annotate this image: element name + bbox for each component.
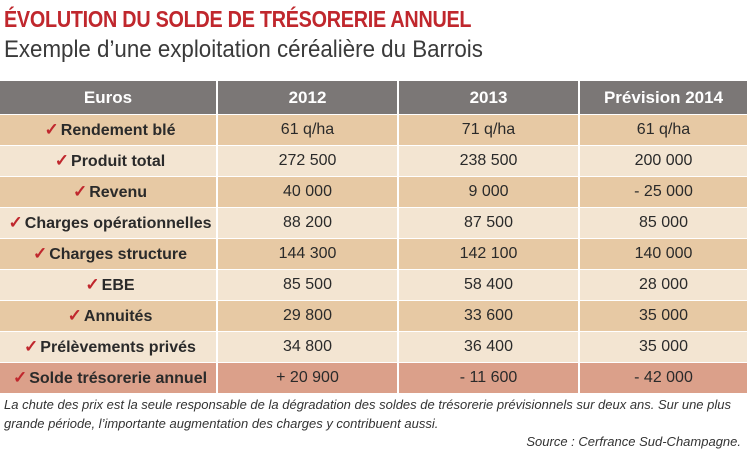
checkmark-icon: ✓ xyxy=(44,120,59,139)
table-row: ✓ Charges opérationnelles 88 200 87 500 85 0… xyxy=(0,207,747,239)
table-row: ✓ Annuités 29 800 33 600 35 000 xyxy=(0,300,747,332)
row-label: Charges opérationnelles xyxy=(24,215,212,232)
table-cell: 61 q/ha xyxy=(217,114,399,146)
table-cell: 144 300 xyxy=(217,238,399,270)
table-cell: 272 500 xyxy=(217,145,399,177)
source-credit: Source : Cerfrance Sud-Champagne. xyxy=(526,434,741,449)
checkmark-icon: ✓ xyxy=(67,306,82,325)
table-cell: 35 000 xyxy=(579,331,747,363)
table-cell: 61 q/ha xyxy=(579,114,747,146)
checkmark-icon: ✓ xyxy=(32,244,48,263)
checkmark-icon: ✓ xyxy=(85,275,100,294)
row-label: Rendement blé xyxy=(60,122,176,139)
table-cell: 71 q/ha xyxy=(398,114,580,146)
row-label: Charges structure xyxy=(49,246,188,263)
checkmark-icon: ✓ xyxy=(12,368,28,387)
table-cell: 9 000 xyxy=(398,176,580,208)
treasury-table: Euros 2012 2013 Prévision 2014 ✓ Rendemen… xyxy=(0,81,747,393)
row-label: Produit total xyxy=(71,153,166,170)
table-row: ✓ Rendement blé 61 q/ha 71 q/ha 61 q/ha xyxy=(0,114,747,146)
row-label-cell: ✓ Revenu xyxy=(0,176,218,208)
table-cell: - 25 000 xyxy=(579,176,747,208)
table-row: ✓ Solde trésorerie annuel + 20 900- 11 600… xyxy=(0,362,747,393)
column-header-2013: 2013 xyxy=(398,81,580,115)
table-cell: 58 400 xyxy=(398,269,580,301)
row-label: Annuités xyxy=(83,308,153,325)
page-title: ÉVOLUTION DU SOLDE DE TRÉSORERIE ANNUEL xyxy=(4,6,472,32)
table-cell: 33 600 xyxy=(398,300,580,332)
table-cell: 29 800 xyxy=(217,300,399,332)
table-cell: 28 000 xyxy=(579,269,747,301)
checkmark-icon: ✓ xyxy=(8,213,23,232)
table-row: ✓ Produit total 272 500 238 500 200 000 xyxy=(0,145,747,177)
row-label: Solde trésorerie annuel xyxy=(29,370,208,387)
checkmark-icon: ✓ xyxy=(54,151,70,170)
table-row: ✓ Prélèvements privés 34 800 36 400 35 000 xyxy=(0,331,747,363)
table-cell: + 20 900 xyxy=(217,362,399,393)
row-label-cell: ✓ Charges opérationnelles xyxy=(0,207,218,239)
table-cell: 40 000 xyxy=(217,176,399,208)
page-subtitle: Exemple d’une exploitation céréalière du… xyxy=(4,36,483,63)
table-row: ✓ Revenu 40 000 9 000- 25 000 xyxy=(0,176,747,208)
column-header-prevision-2014: Prévision 2014 xyxy=(579,81,747,115)
table-cell: 238 500 xyxy=(398,145,580,177)
table-cell: 34 800 xyxy=(217,331,399,363)
row-label-cell: ✓ Prélèvements privés xyxy=(0,331,218,363)
checkmark-icon: ✓ xyxy=(24,337,39,356)
table-cell: 85 000 xyxy=(579,207,747,239)
row-label-cell: ✓ EBE xyxy=(0,269,218,301)
row-label-cell: ✓ Annuités xyxy=(0,300,218,332)
table-row: ✓ EBE 85 500 58 400 28 000 xyxy=(0,269,747,301)
table-cell: 88 200 xyxy=(217,207,399,239)
table-cell: - 11 600 xyxy=(398,362,580,393)
table-cell: 87 500 xyxy=(398,207,580,239)
row-label: EBE xyxy=(101,277,135,294)
row-label-cell: ✓ Rendement blé xyxy=(0,114,218,146)
table-row: ✓ Charges structure 144 300 142 100 140 000 xyxy=(0,238,747,270)
table-cell: 36 400 xyxy=(398,331,580,363)
column-header-2012: 2012 xyxy=(217,81,399,115)
row-label-cell: ✓ Produit total xyxy=(0,145,218,177)
row-label: Prélèvements privés xyxy=(40,339,196,356)
table-header-row: Euros 2012 2013 Prévision 2014 xyxy=(0,81,747,115)
table-cell: 140 000 xyxy=(579,238,747,270)
table-cell: 35 000 xyxy=(579,300,747,332)
table-cell: - 42 000 xyxy=(579,362,747,393)
row-label-cell: ✓ Solde trésorerie annuel xyxy=(0,362,218,393)
table-cell: 85 500 xyxy=(217,269,399,301)
table-cell: 142 100 xyxy=(398,238,580,270)
footnote: La chute des prix est la seule responsab… xyxy=(4,397,731,431)
column-header-euros: Euros xyxy=(0,81,218,115)
row-label: Revenu xyxy=(89,184,148,201)
row-label-cell: ✓ Charges structure xyxy=(0,238,218,270)
checkmark-icon: ✓ xyxy=(72,182,88,201)
table-cell: 200 000 xyxy=(579,145,747,177)
